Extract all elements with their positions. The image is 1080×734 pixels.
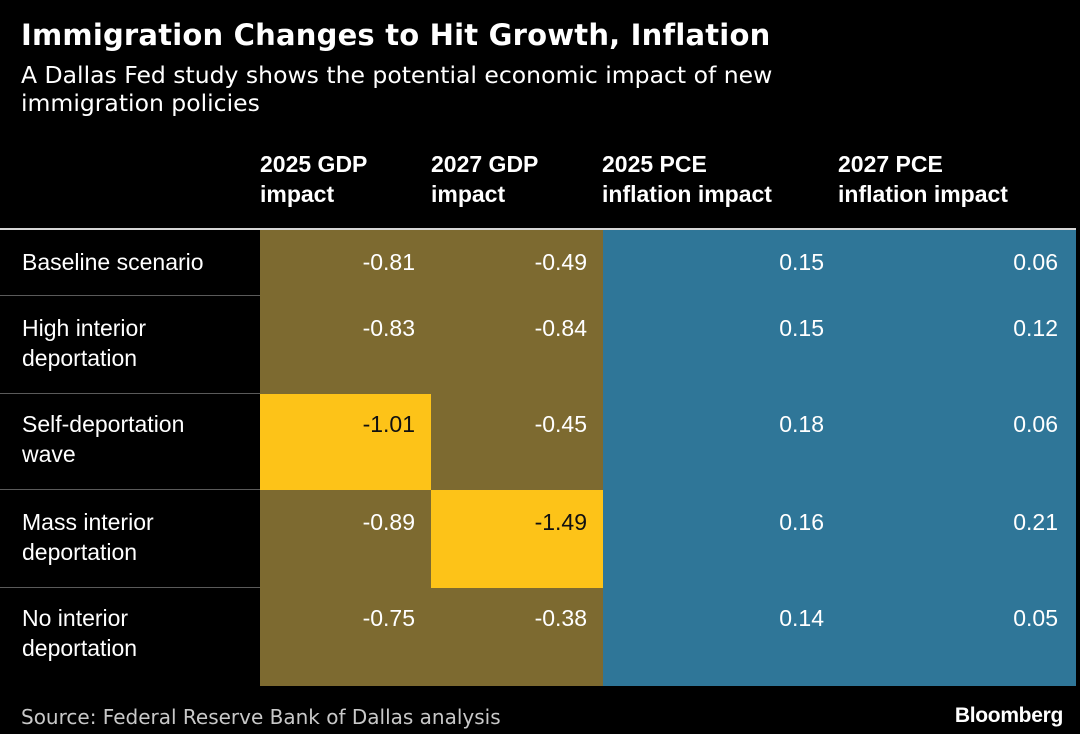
cell-value: 0.06 bbox=[1013, 411, 1058, 437]
cell-value: -0.81 bbox=[362, 249, 415, 275]
row-divider bbox=[0, 587, 260, 588]
table-cell bbox=[603, 394, 840, 490]
table-cell bbox=[840, 394, 1076, 490]
cell-value: 0.15 bbox=[779, 315, 824, 341]
column-header-line: impact bbox=[260, 181, 335, 207]
cell-value: 0.06 bbox=[1013, 249, 1058, 275]
row-divider bbox=[0, 393, 260, 394]
column-header: 2027 GDP impact bbox=[431, 149, 538, 209]
cell-value: -0.83 bbox=[362, 315, 415, 341]
row-divider bbox=[0, 489, 260, 490]
table-cell bbox=[431, 490, 603, 588]
cell-value: -0.75 bbox=[362, 605, 415, 631]
table-cell bbox=[603, 296, 840, 394]
column-header-line: 2027 PCE bbox=[838, 151, 943, 177]
table-cell bbox=[260, 394, 431, 490]
row-label-line: deportation bbox=[22, 539, 138, 565]
column-header-line: inflation impact bbox=[602, 181, 772, 207]
row-label-line: wave bbox=[22, 441, 76, 467]
cell-value: -0.38 bbox=[534, 605, 587, 631]
cell-value: -0.84 bbox=[534, 315, 587, 341]
table-cell bbox=[840, 296, 1076, 394]
table-cell bbox=[603, 588, 840, 686]
source-note: Source: Federal Reserve Bank of Dallas a… bbox=[21, 705, 501, 729]
table-cell bbox=[840, 230, 1076, 296]
row-label: Baseline scenario bbox=[22, 247, 204, 277]
cell-value: 0.16 bbox=[779, 509, 824, 535]
cell-value: 0.14 bbox=[779, 605, 824, 631]
table-cell bbox=[260, 588, 431, 686]
column-header: 2025 GDP impact bbox=[260, 149, 367, 209]
column-header-line: 2025 GDP bbox=[260, 151, 368, 177]
row-label-line: High interior bbox=[22, 315, 146, 341]
chart-title: Immigration Changes to Hit Growth, Infla… bbox=[21, 18, 771, 52]
table-cell bbox=[431, 296, 603, 394]
table-cell bbox=[260, 230, 431, 296]
table-cell bbox=[840, 490, 1076, 588]
table-cell bbox=[840, 588, 1076, 686]
cell-value: -0.49 bbox=[534, 249, 587, 275]
row-label: Self-deportation wave bbox=[22, 409, 184, 469]
cell-value: 0.12 bbox=[1013, 315, 1058, 341]
table-cell bbox=[603, 490, 840, 588]
column-header: 2027 PCE inflation impact bbox=[838, 149, 1008, 209]
row-divider bbox=[0, 295, 260, 296]
bloomberg-logo: Bloomberg bbox=[954, 704, 1063, 727]
row-label-line: deportation bbox=[22, 635, 138, 661]
column-header-line: inflation impact bbox=[838, 181, 1008, 207]
row-label: Mass interior deportation bbox=[22, 507, 154, 567]
cell-value: -1.01 bbox=[362, 411, 415, 437]
row-label: No interior deportation bbox=[22, 603, 137, 663]
row-label-line: Mass interior bbox=[22, 509, 154, 535]
header-divider bbox=[0, 228, 1076, 230]
table-cell bbox=[431, 394, 603, 490]
table-cell bbox=[603, 230, 840, 296]
cell-value: -0.45 bbox=[534, 411, 587, 437]
cell-value: -0.89 bbox=[362, 509, 415, 535]
column-header-line: 2025 PCE bbox=[602, 151, 707, 177]
cell-value: 0.15 bbox=[779, 249, 824, 275]
cell-value: 0.18 bbox=[779, 411, 824, 437]
table-cell bbox=[431, 230, 603, 296]
row-label-line: Baseline scenario bbox=[22, 249, 204, 275]
row-label-line: Self-deportation bbox=[22, 411, 185, 437]
column-header: 2025 PCE inflation impact bbox=[602, 149, 772, 209]
column-header-line: impact bbox=[431, 181, 506, 207]
row-label-line: No interior bbox=[22, 605, 129, 631]
chart-subtitle: A Dallas Fed study shows the potential e… bbox=[21, 61, 773, 117]
column-header-line: 2027 GDP bbox=[431, 151, 539, 177]
cell-value: 0.21 bbox=[1013, 509, 1058, 535]
table-cell bbox=[431, 588, 603, 686]
row-label-line: deportation bbox=[22, 345, 138, 371]
table-cell bbox=[260, 490, 431, 588]
table-cell bbox=[260, 296, 431, 394]
row-label: High interior deportation bbox=[22, 313, 146, 373]
cell-value: -1.49 bbox=[534, 509, 587, 535]
cell-value: 0.05 bbox=[1013, 605, 1058, 631]
